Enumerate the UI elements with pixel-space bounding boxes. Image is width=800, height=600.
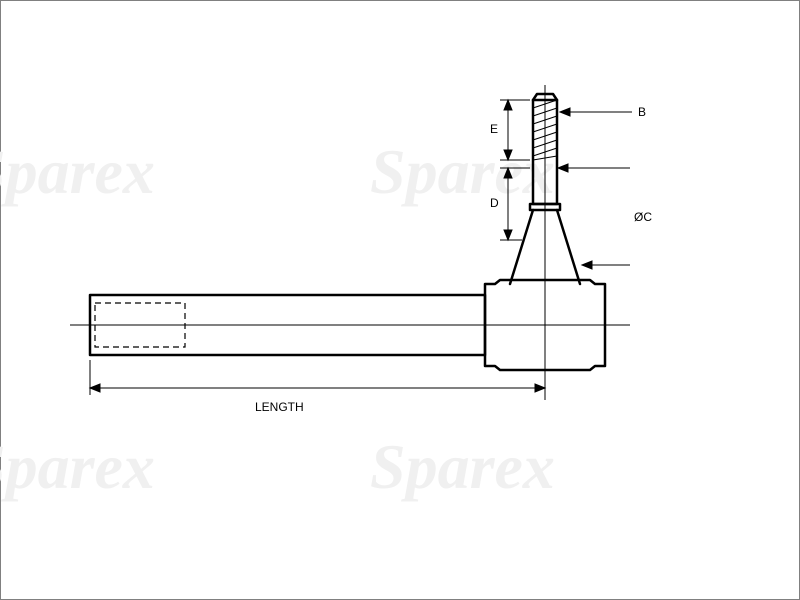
d-label: D: [490, 196, 499, 210]
tie-rod-diagram: [0, 0, 800, 600]
e-label: E: [490, 122, 498, 136]
length-label: LENGTH: [255, 400, 304, 414]
b-label: B: [638, 105, 646, 119]
c-label: ØC: [634, 210, 652, 224]
